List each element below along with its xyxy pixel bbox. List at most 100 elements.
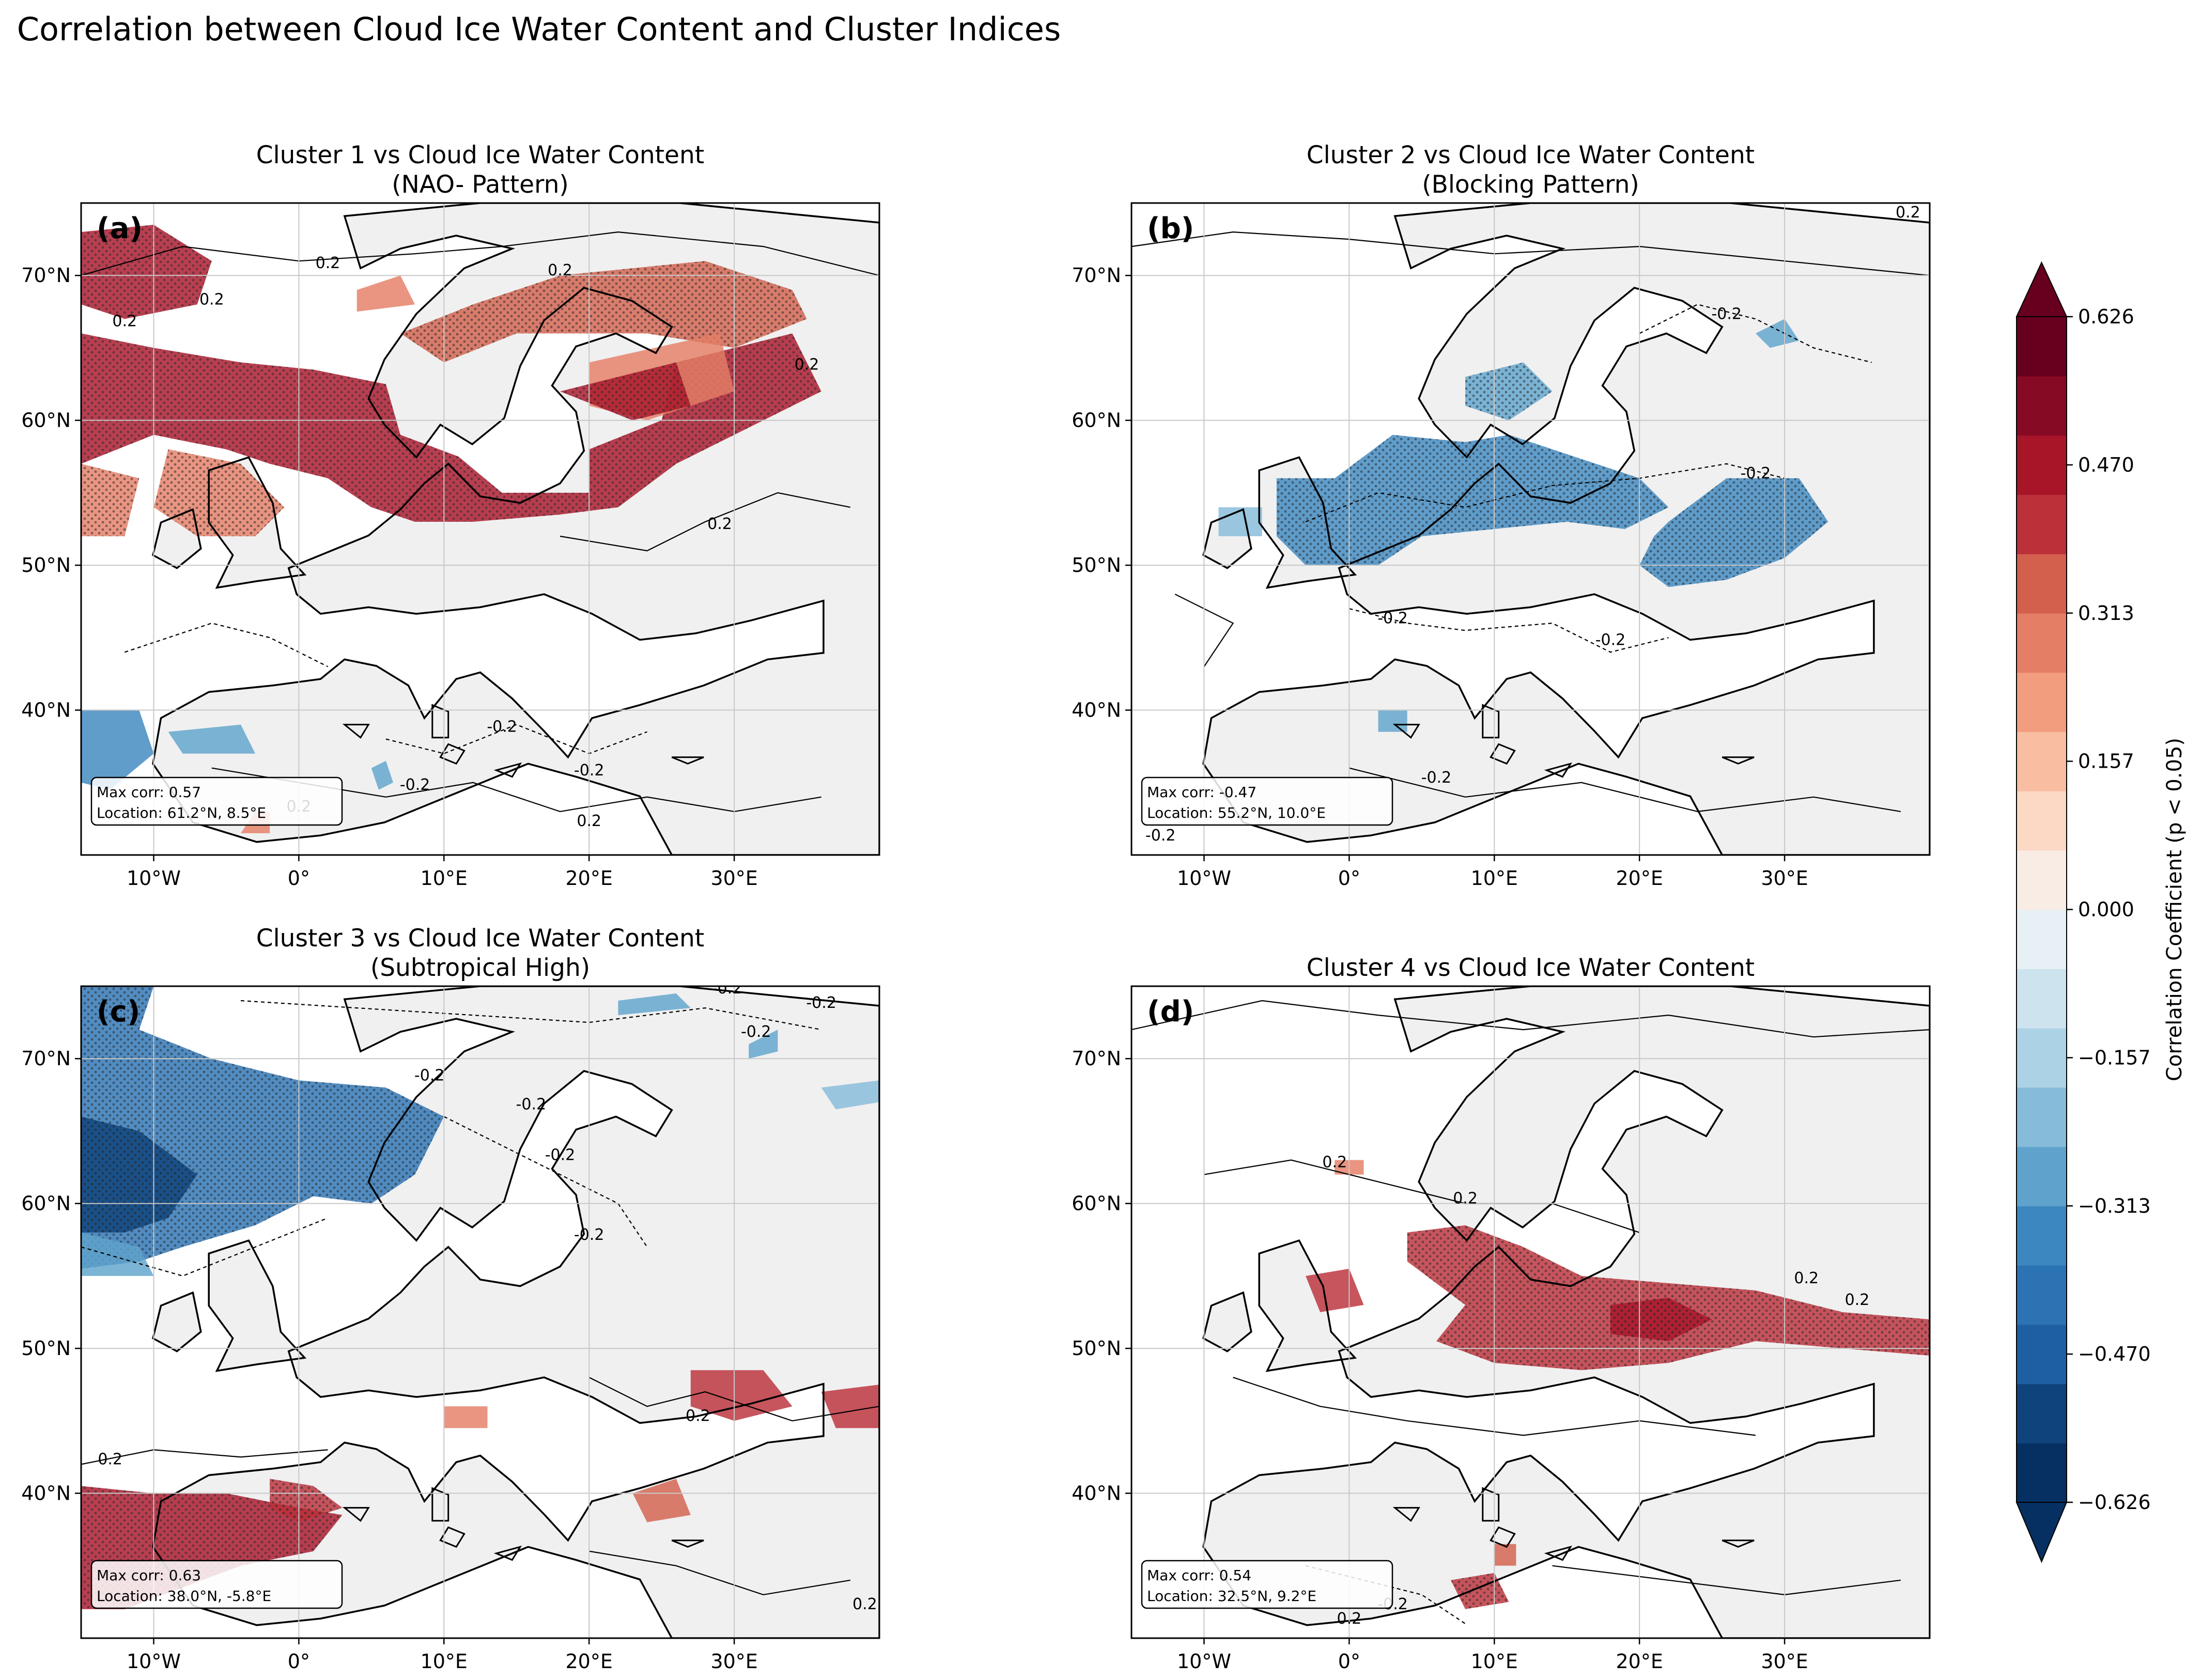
map-panel-3: Cluster 3 vs Cloud Ice Water Content(Sub… [21, 924, 880, 1673]
lat-tick-label: 50°N [1072, 554, 1121, 577]
lat-tick-label: 40°N [21, 699, 71, 722]
colorbar-tick-label: 0.000 [2078, 898, 2134, 921]
max-corr-text: Max corr: 0.57 [97, 784, 201, 801]
coastline [1202, 203, 1930, 855]
contour-label: 0.2 [316, 254, 340, 272]
coastline-island [1544, 762, 1573, 778]
lon-tick-label: 10°W [1177, 867, 1231, 890]
contour-label: 0.2 [1453, 1190, 1478, 1208]
island [496, 764, 520, 777]
colorbar-segment [2017, 376, 2067, 436]
coastline-island [431, 1487, 449, 1522]
correlation-region [821, 1080, 879, 1110]
colorbar-segment [2017, 494, 2067, 554]
panel-letter: (a) [97, 212, 143, 245]
contour-label: -0.2 [1711, 305, 1742, 323]
contour-line [1552, 1565, 1901, 1596]
contour-label: 0.2 [548, 261, 572, 279]
correlation-region [690, 1370, 793, 1421]
colorbar-segment [2017, 1087, 2067, 1147]
colorbar-segment [2017, 672, 2067, 732]
contour-line [1639, 304, 1872, 363]
ireland [1203, 1293, 1251, 1351]
lon-tick-label: 0° [1338, 1650, 1360, 1673]
colorbar-segment [2017, 554, 2067, 614]
contour-label: -0.2 [487, 718, 517, 736]
lat-tick-label: 60°N [21, 1192, 71, 1215]
panel-title: Cluster 1 vs Cloud Ice Water Content [256, 141, 704, 169]
significance-stipple [1639, 478, 1828, 587]
significance-stipple [81, 225, 212, 319]
correlation-region [749, 1030, 778, 1059]
info-box [1141, 776, 1393, 826]
lat-tick-label: 40°N [21, 1482, 71, 1505]
location-text: Location: 32.5°N, 9.2°E [1147, 1588, 1316, 1605]
map-panel-4: Cluster 4 vs Cloud Ice Water Content 0.2 0… [1072, 954, 1931, 1673]
correlation-region [632, 1479, 691, 1522]
coastline-island [1722, 756, 1755, 765]
lat-tick-label: 70°N [1072, 264, 1121, 287]
colorbar-segment [2017, 732, 2067, 791]
contour-label: -0.2 [414, 1066, 445, 1084]
island [1722, 757, 1755, 764]
panel-subtitle: (Blocking Pattern) [1422, 170, 1639, 199]
max-corr-text: Max corr: 0.63 [97, 1567, 201, 1584]
contour-label: -0.2 [1145, 827, 1176, 845]
contour-label: 0.2 [707, 515, 732, 533]
colorbar-segment [2017, 613, 2067, 673]
info-box [90, 776, 343, 826]
coastline-island [1544, 1545, 1573, 1561]
correlation-region [444, 1406, 488, 1428]
significance-stipple [560, 362, 691, 421]
coastline-island [1392, 1507, 1420, 1522]
panel-letter: (c) [97, 995, 140, 1029]
contour-line [589, 1550, 850, 1596]
colorbar-tick-label: −0.470 [2078, 1343, 2151, 1365]
contour-label: -0.2 [400, 776, 430, 794]
colorbar-segment [2017, 909, 2067, 969]
colorbar-tick-label: 0.313 [2078, 602, 2134, 625]
ireland [153, 1293, 201, 1351]
map-panel-2: Cluster 2 vs Cloud Ice Water Content(Blo… [1072, 141, 1931, 890]
coastline-island [342, 724, 370, 739]
colorbar-segment [2017, 1265, 2067, 1325]
contour-label: 0.2 [686, 1407, 710, 1425]
lon-tick-label: 20°E [565, 1650, 612, 1673]
coastline-island [431, 704, 449, 739]
correlation-region [356, 275, 415, 312]
colorbar-extend-low [2015, 1502, 2068, 1563]
colorbar: 0.626 0.470 0.313 0.157 0.000 −0.157 −0.313 −0.… [2015, 261, 2187, 1563]
location-text: Location: 38.0°N, -5.8°E [97, 1588, 271, 1605]
coastline-gb [1258, 1239, 1357, 1372]
max-corr-text: Max corr: -0.47 [1147, 784, 1257, 801]
panel-letter: (b) [1147, 212, 1194, 245]
contour-line [1131, 1000, 1930, 1038]
coastline-island [1722, 1539, 1755, 1548]
contour-line [1349, 608, 1669, 653]
significance-stipple [81, 463, 139, 536]
lon-tick-label: 30°E [710, 867, 757, 890]
colorbar-tick-label: −0.626 [2078, 1491, 2151, 1514]
contour-label: -0.2 [1595, 631, 1626, 649]
lat-tick-label: 50°N [21, 1337, 71, 1360]
lon-tick-label: 10°E [1471, 1650, 1518, 1673]
correlation-region [1378, 710, 1407, 732]
map-panel-1: Cluster 1 vs Cloud Ice Water Content(NAO… [21, 141, 880, 890]
colorbar-segment [2017, 1383, 2067, 1443]
coastline-gb [208, 1239, 307, 1372]
contour-label: -0.2 [574, 1226, 604, 1244]
contour-line [1174, 594, 1234, 667]
island [1722, 1540, 1755, 1547]
correlation-region [1494, 1544, 1516, 1566]
contour-line [81, 231, 879, 276]
correlation-region [1218, 507, 1262, 536]
location-text: Location: 61.2°N, 8.5°E [97, 804, 266, 821]
lon-tick-label: 30°E [1761, 867, 1808, 890]
coastline [1202, 986, 1930, 1638]
correlation-region [1755, 319, 1800, 348]
panel-letter: (d) [1147, 995, 1194, 1029]
great-britain [209, 1240, 305, 1371]
contour-label: 0.2 [98, 1450, 122, 1468]
colorbar-segment [2017, 1028, 2067, 1088]
lon-tick-label: 20°E [1616, 867, 1663, 890]
